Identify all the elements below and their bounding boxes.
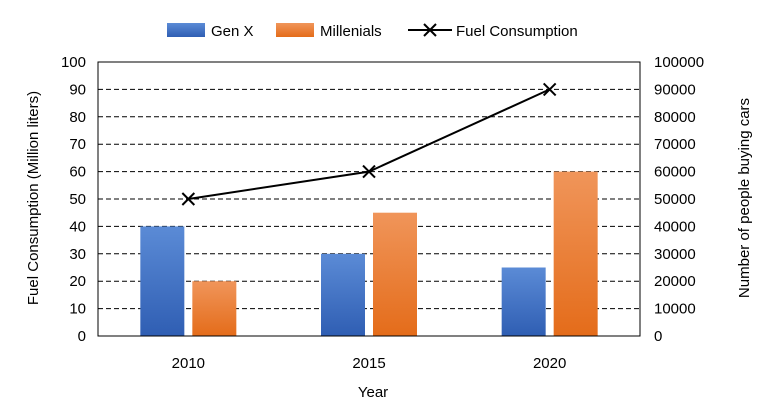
y-right-tick-label: 10000 [654,301,696,318]
y-right-tick-label: 40000 [654,218,696,235]
bar-millenials-2020 [553,171,598,336]
y-left-tick-label: 40 [69,218,86,235]
y-right-tick-label: 100000 [654,54,704,71]
y-left-tick-label: 70 [69,136,86,153]
y-left-tick-label: 100 [61,54,86,71]
y-left-tick-label: 30 [69,246,86,263]
y-left-tick-label: 50 [69,191,86,208]
bar-millenials-2015 [373,212,417,336]
x-tick-label: 2020 [533,355,566,372]
x-axis-title: Year [358,384,388,401]
y-left-tick-label: 0 [78,328,86,345]
fuel-consumption-point-2020 [542,82,557,97]
fuel-consumption-point-2010 [181,192,196,206]
bar-gen-x-2010 [140,226,185,336]
y-left-tick-label: 60 [69,164,86,181]
y-axis-right-title: Number of people buying cars [736,98,753,298]
x-tick-label: 2015 [352,355,385,372]
fuel-consumption-line [181,82,557,206]
bar-gen-x-2015 [321,253,365,336]
bar-gen-x-2020 [501,267,546,336]
legend: Gen X Millenials Fuel Consumption [167,23,578,40]
y-right-tick-label: 50000 [654,191,696,208]
axes: 0 0 10 10000 20 20000 30 30000 40 40000 50 50000 60 6… [61,54,704,372]
y-right-tick-label: 90000 [654,81,696,98]
legend-swatch-millenials [276,23,314,37]
y-left-tick-label: 20 [69,273,86,290]
legend-label-millenials: Millenials [320,23,382,40]
fuel-consumption-point-2015 [362,164,376,179]
y-left-tick-label: 80 [69,109,86,126]
legend-label-fuel-consumption: Fuel Consumption [456,23,578,40]
y-right-tick-label: 20000 [654,273,696,290]
legend-label-gen-x: Gen X [211,23,254,40]
y-axis-left-title: Fuel Consumption (Million liters) [25,91,42,305]
y-right-tick-label: 70000 [654,136,696,153]
legend-swatch-gen-x [167,23,205,37]
y-right-tick-label: 0 [654,328,662,345]
y-right-tick-label: 60000 [654,164,696,181]
y-left-tick-label: 90 [69,81,86,98]
legend-marker-fuel [423,23,437,37]
x-tick-label: 2010 [172,355,205,372]
y-left-tick-label: 10 [69,301,86,318]
y-right-tick-label: 30000 [654,246,696,263]
plot-frame [97,61,641,337]
y-right-tick-label: 80000 [654,109,696,126]
bars [140,171,598,336]
bar-millenials-2010 [192,281,237,336]
